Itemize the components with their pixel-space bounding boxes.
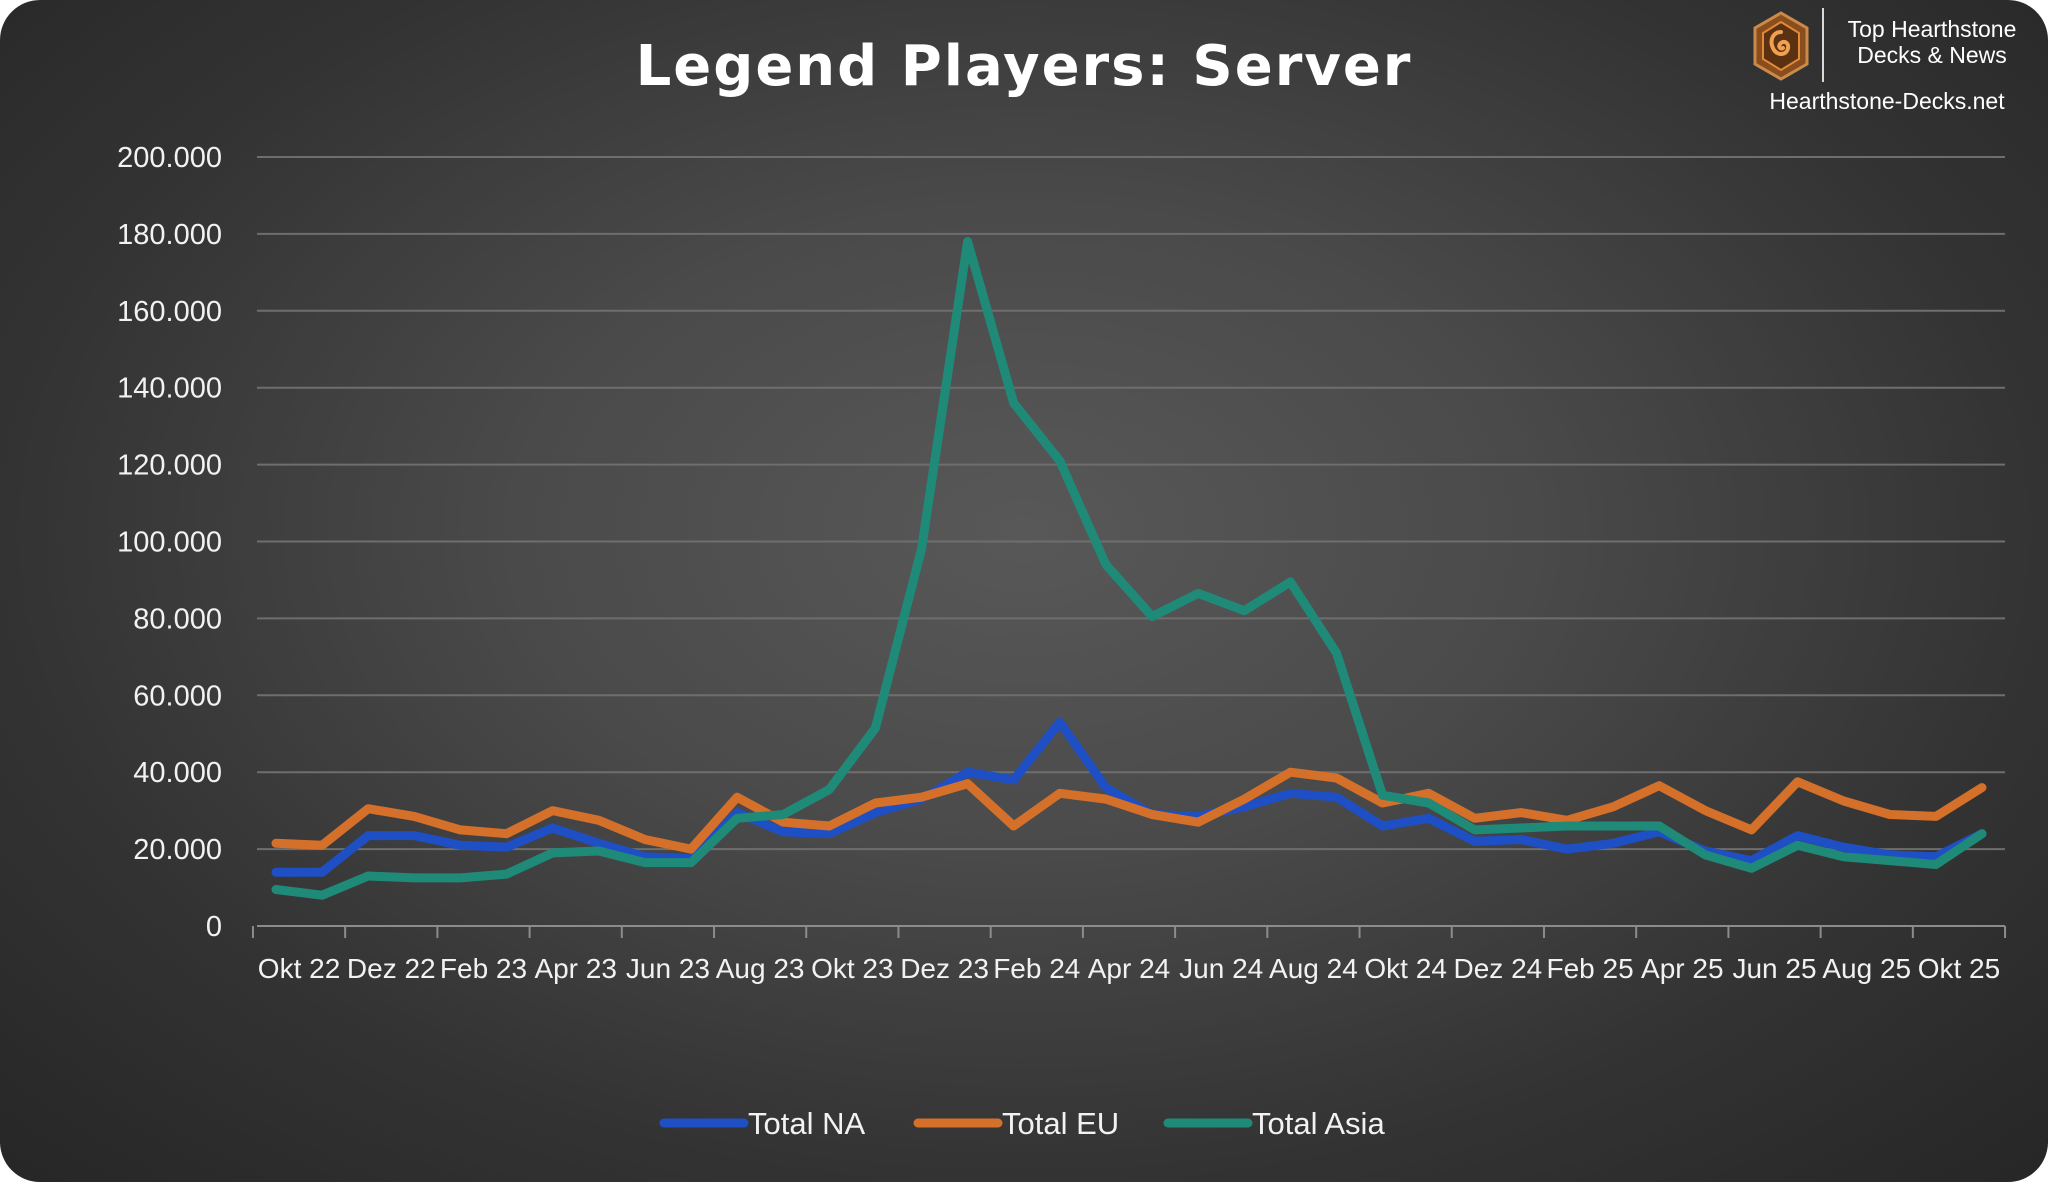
y-tick-label: 200.000 xyxy=(117,142,222,174)
grid-lines xyxy=(257,156,2005,851)
y-tick-label: 100.000 xyxy=(117,527,222,559)
brand-site[interactable]: Hearthstone-Decks.net xyxy=(1769,88,2005,114)
x-tick-label: Aug 24 xyxy=(1269,953,1358,984)
x-tick-label: Okt 23 xyxy=(811,953,893,984)
chart-title: Legend Players: Server xyxy=(635,34,1413,99)
y-axis-ticks: 0 20.000 40.000 60.000 80.000 100.000 120.000 1… xyxy=(117,142,222,943)
series-line-total-eu xyxy=(271,767,1987,854)
brand-separator xyxy=(1822,8,1824,82)
y-tick-label: 120.000 xyxy=(117,450,222,482)
y-tick-label: 40.000 xyxy=(133,757,222,789)
legend-label: Total NA xyxy=(748,1106,865,1141)
x-tick-label: Dez 23 xyxy=(900,953,989,984)
x-tick-label: Feb 25 xyxy=(1546,953,1633,984)
series-lines xyxy=(271,237,1987,900)
x-tick-label: Jun 24 xyxy=(1179,953,1263,984)
y-tick-label: 0 xyxy=(206,911,222,943)
x-tick-label: Okt 25 xyxy=(1918,953,2000,984)
y-tick-label: 60.000 xyxy=(133,680,222,712)
brand-line-2: Decks & News xyxy=(1857,42,2007,68)
x-axis: Okt 22 Dez 22 Feb 23 Apr 23 Jun 23 Aug 23 Okt … xyxy=(251,925,2007,984)
x-tick-label: Dez 22 xyxy=(347,953,436,984)
y-tick-label: 180.000 xyxy=(117,219,222,251)
brand-line-1: Top Hearthstone xyxy=(1847,16,2017,42)
y-tick-label: 80.000 xyxy=(133,603,222,635)
x-tick-label: Aug 23 xyxy=(716,953,805,984)
x-tick-label: Apr 24 xyxy=(1088,953,1171,984)
legend: Total NA Total EU Total Asia xyxy=(659,1106,1385,1141)
x-tick-label: Jun 23 xyxy=(626,953,710,984)
hearthstone-logo-icon xyxy=(1753,11,1809,81)
legend-label: Total Asia xyxy=(1252,1106,1385,1141)
y-tick-label: 160.000 xyxy=(117,296,222,328)
x-tick-label: Okt 24 xyxy=(1364,953,1446,984)
series-line-total-asia xyxy=(271,237,1987,900)
brand-block[interactable]: Top Hearthstone Decks & News Hearthstone… xyxy=(1742,8,2032,118)
x-tick-label: Aug 25 xyxy=(1822,953,1911,984)
x-tick-label: Okt 22 xyxy=(258,953,340,984)
x-tick-label: Apr 25 xyxy=(1641,953,1724,984)
x-tick-label: Feb 24 xyxy=(993,953,1080,984)
x-tick-label: Dez 24 xyxy=(1454,953,1543,984)
legend-label: Total EU xyxy=(1002,1106,1119,1141)
x-tick-label: Apr 23 xyxy=(534,953,617,984)
x-tick-label: Jun 25 xyxy=(1732,953,1816,984)
y-tick-label: 140.000 xyxy=(117,373,222,405)
x-tick-label: Feb 23 xyxy=(440,953,527,984)
y-tick-label: 20.000 xyxy=(133,834,222,866)
